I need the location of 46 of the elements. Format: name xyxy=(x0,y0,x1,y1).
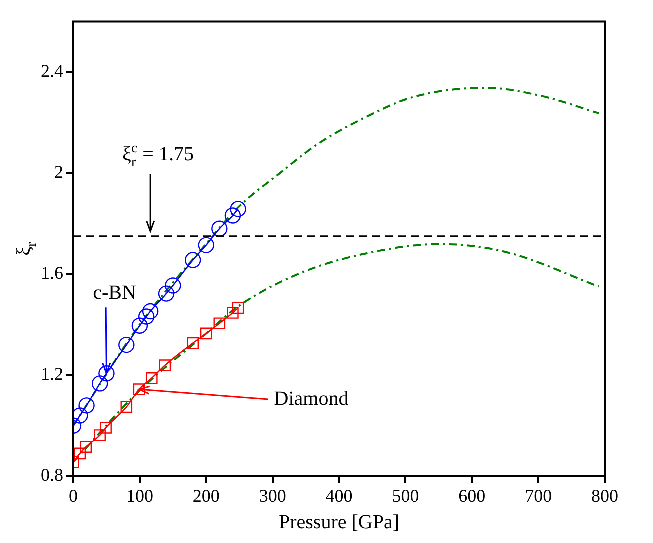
x-tick-label: 300 xyxy=(259,486,286,506)
y-tick-label: 2 xyxy=(54,162,64,182)
point xyxy=(159,360,172,372)
y-tick-label: 2.4 xyxy=(41,61,64,82)
point xyxy=(212,220,228,237)
point xyxy=(165,278,182,294)
annotation: c-BN xyxy=(93,282,136,304)
point xyxy=(92,376,108,392)
x-tick-label: 700 xyxy=(525,486,552,506)
point xyxy=(132,318,148,334)
point xyxy=(98,366,115,382)
point xyxy=(118,336,135,354)
point xyxy=(133,384,146,396)
point xyxy=(138,308,155,325)
x-axis-title: Pressure [GPa] xyxy=(278,511,400,534)
point xyxy=(120,401,133,414)
x-tick-label: 600 xyxy=(458,486,486,506)
y-tick-label: 1.6 xyxy=(41,263,64,284)
point xyxy=(94,430,106,442)
point xyxy=(214,318,226,330)
y-axis-title: ξr xyxy=(13,242,40,256)
x-tick-label: 400 xyxy=(326,486,353,506)
point xyxy=(230,201,246,218)
point xyxy=(74,448,86,460)
y-tick-label: 0.8 xyxy=(41,465,64,486)
x-tick-label: 200 xyxy=(192,486,220,506)
point xyxy=(224,208,242,224)
point xyxy=(80,441,92,454)
point xyxy=(184,252,202,268)
x-tick-label: 100 xyxy=(126,486,154,506)
point xyxy=(74,408,88,424)
point xyxy=(100,422,112,434)
point xyxy=(187,337,199,350)
y-tick-label: 1.2 xyxy=(41,364,64,384)
point xyxy=(78,398,95,414)
point xyxy=(198,237,214,254)
point xyxy=(146,372,158,384)
x-tick-label: 0 xyxy=(69,486,78,506)
x-tick-label: 500 xyxy=(392,486,420,506)
point xyxy=(142,303,159,320)
x-tick-label: 800 xyxy=(592,486,618,506)
point xyxy=(232,302,244,314)
point xyxy=(158,286,175,302)
point xyxy=(227,307,239,319)
point xyxy=(200,328,212,340)
annotation: Diamond xyxy=(274,388,349,410)
